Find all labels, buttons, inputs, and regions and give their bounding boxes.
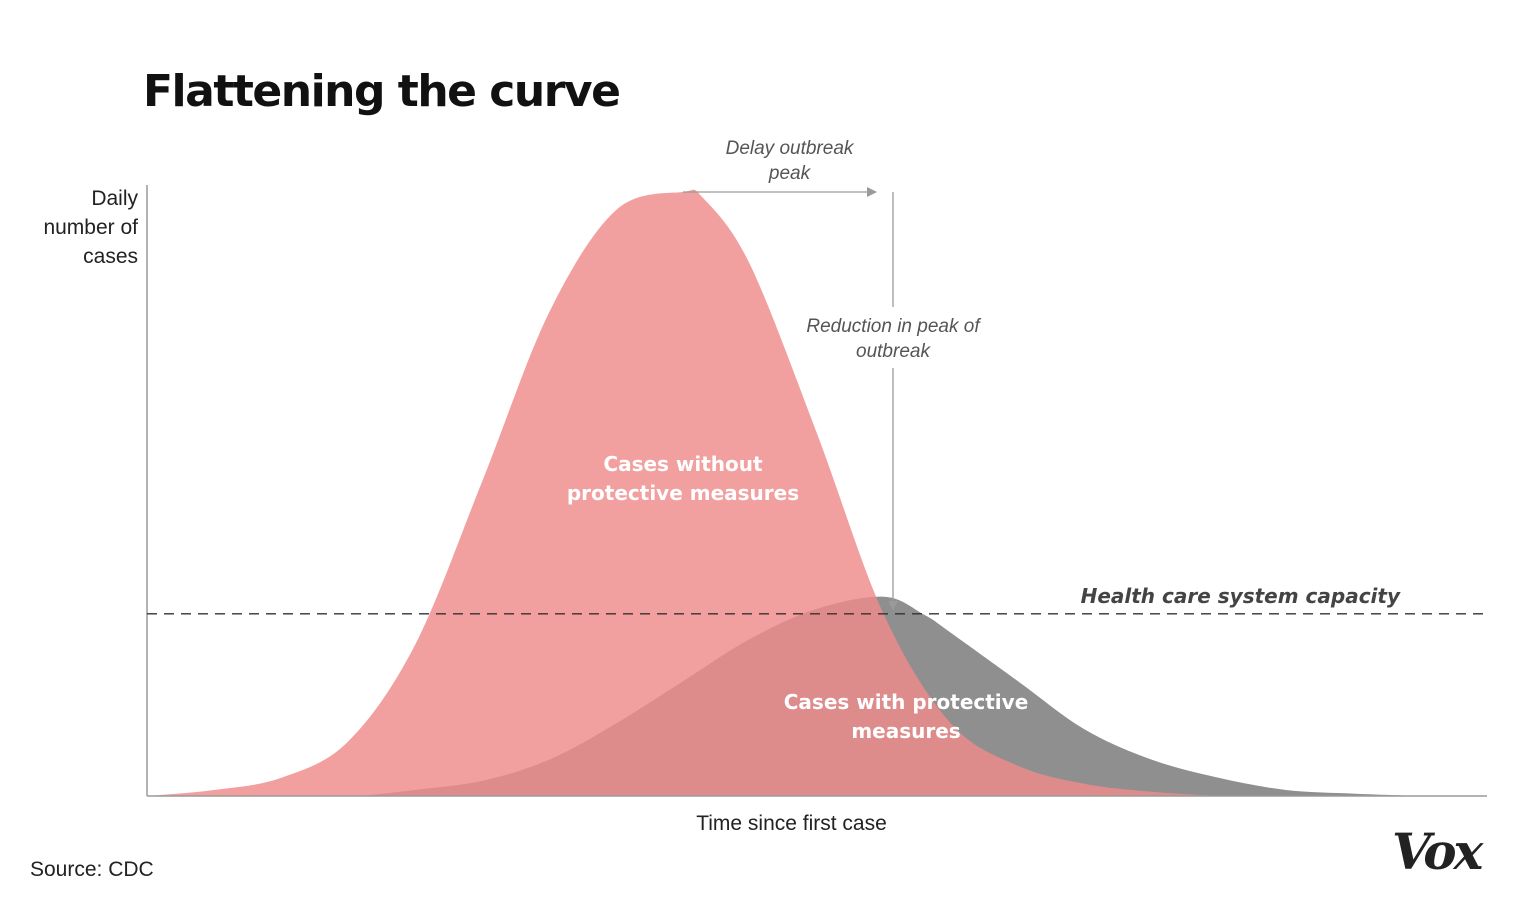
reduction-annotation-line: outbreak xyxy=(856,341,931,362)
series-without-measures-area xyxy=(147,189,1219,796)
y-axis-label: Daily number of cases xyxy=(43,187,138,268)
vox-logo: Vox xyxy=(1392,822,1483,881)
chart-title: Flattening the curve xyxy=(143,66,621,117)
series-with-measures-label: measures xyxy=(851,719,960,743)
reduction-annotation-line: Reduction in peak of xyxy=(806,316,981,337)
series-without-measures-label: Cases without xyxy=(603,452,763,476)
source-note: Source: CDC xyxy=(30,858,154,881)
x-axis-label: Time since first case xyxy=(696,812,887,835)
series-with-measures-label: Cases with protective xyxy=(784,690,1029,714)
series-without-measures-label: protective measures xyxy=(567,481,799,505)
delay-annotation-line: Delay outbreak xyxy=(726,138,855,159)
delay-annotation-line: peak xyxy=(768,163,812,184)
capacity-label: Health care system capacity xyxy=(1081,584,1401,608)
